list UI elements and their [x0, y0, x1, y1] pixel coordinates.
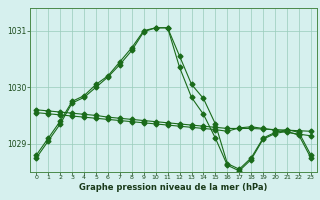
X-axis label: Graphe pression niveau de la mer (hPa): Graphe pression niveau de la mer (hPa)	[79, 183, 268, 192]
